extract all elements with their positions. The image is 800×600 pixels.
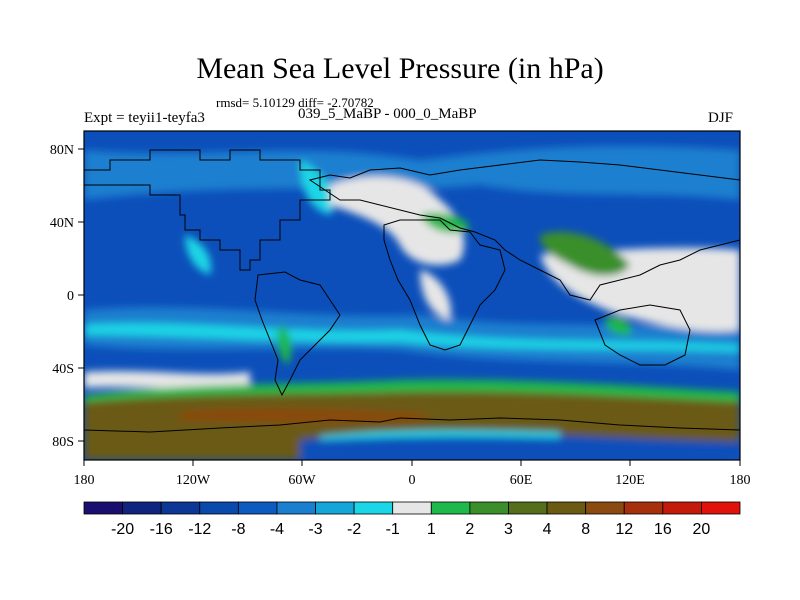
lon-tick-label: 180 <box>74 473 95 488</box>
pressure-field <box>84 131 740 460</box>
experiment-label: Expt = teyii1-teyfa3 <box>84 110 205 126</box>
colorbar-swatch <box>392 501 432 515</box>
lat-tick-label: 80S <box>52 435 74 450</box>
colorbar-swatch <box>508 501 548 515</box>
stats-label: rmsd= 5.10129 diff= -2.70782 <box>216 95 374 110</box>
colorbar-swatch <box>623 501 664 515</box>
lat-labels: 80N 40N 0 40S 80S <box>50 143 74 450</box>
colorbar-label: -20 <box>111 521 134 538</box>
colorbar-swatch <box>701 501 741 515</box>
olive-asia <box>540 231 630 276</box>
lon-tick-label: 120E <box>615 473 645 488</box>
eurasia-coast <box>308 159 740 301</box>
lat-tick-label: 0 <box>67 289 74 304</box>
colorbar-swatch <box>315 501 355 515</box>
colorbar-swatch <box>353 501 394 515</box>
colorbar-label: 12 <box>615 521 633 538</box>
green-mediterranean <box>420 213 470 233</box>
colorbar-label: -2 <box>347 521 361 538</box>
colorbar-swatch <box>83 501 123 515</box>
lon-tick-label: 60E <box>510 473 533 488</box>
colorbar-swatch <box>469 501 509 515</box>
colorbar-label: -1 <box>386 521 400 538</box>
blue-antarctic-low <box>300 432 740 460</box>
plot-title: Mean Sea Level Pressure (in hPa) <box>196 52 604 85</box>
colorbar: -20 -16 -12 -8 -4 -3 -2 -1 1 2 3 4 8 12 16 20 <box>83 501 741 538</box>
cyan-atlantic <box>300 160 334 215</box>
colorbar-swatch <box>122 501 162 515</box>
colorbar-label: 16 <box>654 521 672 538</box>
lon-tick-label: 60W <box>288 473 316 488</box>
lon-tick-label: 0 <box>409 473 416 488</box>
colorbar-label: -16 <box>150 521 173 538</box>
colorbar-label: 4 <box>543 521 552 538</box>
colorbar-label: -4 <box>270 521 284 538</box>
australia-coast <box>594 304 691 366</box>
cyan-south-streak <box>84 323 740 352</box>
colorbar-swatch <box>662 501 702 515</box>
colorbar-swatch <box>160 501 201 515</box>
lat-axis <box>78 148 84 442</box>
colorbar-label: 20 <box>693 521 711 538</box>
neutral-south-africa <box>420 270 451 320</box>
colorbar-label: 1 <box>427 521 436 538</box>
red-brown-patch <box>180 408 430 423</box>
north-america-coast <box>84 149 331 271</box>
colorbar-swatch <box>199 501 239 515</box>
colorbar-swatch <box>237 501 278 515</box>
colorbar-swatch <box>276 501 316 515</box>
colorbar-swatch <box>585 501 625 515</box>
africa-coast <box>383 219 506 351</box>
lat-tick-label: 40N <box>50 216 74 231</box>
lat-tick-label: 40S <box>52 362 74 377</box>
lon-tick-label: 120W <box>176 473 211 488</box>
coastlines <box>84 149 740 433</box>
colorbar-label: 3 <box>504 521 513 538</box>
colorbar-label: -8 <box>231 521 245 538</box>
lon-labels: 180 120W 60W 0 60E 120E 180 <box>74 473 751 488</box>
green-australia <box>605 317 631 336</box>
lon-axis <box>83 460 741 466</box>
antarctica-coast <box>84 417 740 433</box>
cyan-antarctic-edge <box>320 430 560 440</box>
lon-tick-label: 180 <box>730 473 751 488</box>
south-america-coast <box>254 271 341 397</box>
period-label: 039_5_MaBP - 000_0_MaBP <box>298 106 477 122</box>
green-south-america <box>277 325 292 365</box>
season-label: DJF <box>708 110 734 126</box>
colorbar-swatch <box>430 501 471 515</box>
band-north <box>84 145 740 200</box>
colorbar-label: -3 <box>308 521 322 538</box>
cyan-pacific <box>185 235 211 275</box>
lat-tick-label: 80N <box>50 143 74 158</box>
colorbar-label: 2 <box>465 521 474 538</box>
colorbar-label: 8 <box>581 521 590 538</box>
colorbar-label: -12 <box>188 521 211 538</box>
colorbar-swatch <box>546 501 587 515</box>
neutral-south-pacific <box>84 371 250 390</box>
